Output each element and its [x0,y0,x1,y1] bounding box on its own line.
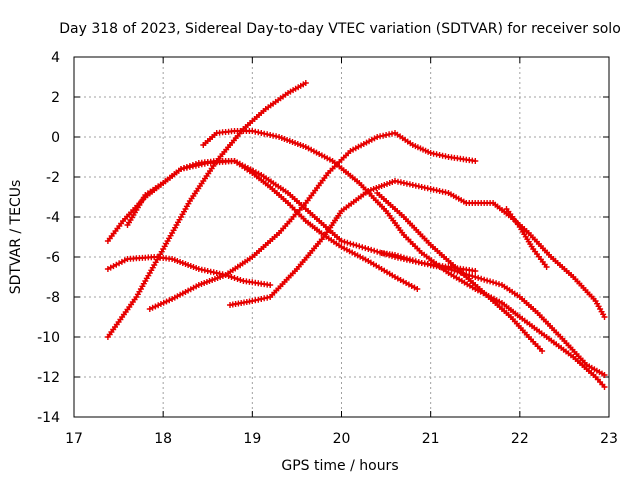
data-point-marker [409,257,416,264]
series-group [104,80,608,390]
data-point-marker [267,282,274,288]
data-point-marker [211,276,218,282]
series-markers [378,250,608,378]
data-point-marker [338,238,345,244]
data-point-marker [472,274,479,280]
y-axis-title: SDTVAR / TECUs [8,180,24,295]
series-track-10 [374,190,546,354]
data-point-marker [395,252,401,259]
data-point-marker [368,246,375,253]
series-markers [227,178,608,320]
data-point-marker [365,246,372,252]
series-track-8 [503,206,550,270]
data-point-marker [543,264,550,270]
x-tick-label: 22 [511,431,529,447]
y-tick-label: 2 [51,90,60,106]
data-point-marker [231,275,238,281]
series-track-6 [146,130,479,312]
data-point-marker [400,254,407,261]
data-point-marker [397,253,404,260]
y-tick-label: -8 [46,290,60,306]
data-point-marker [362,245,369,252]
data-point-marker [152,303,159,310]
x-tick-label: 18 [154,431,172,447]
y-tick-label: -14 [37,410,60,426]
series-track-3 [104,254,274,288]
x-tick-label: 17 [65,431,83,447]
x-tick-label: 19 [243,431,261,447]
data-point-marker [406,256,413,263]
y-tick-label: -6 [46,250,60,266]
data-point-marker [487,278,494,285]
data-point-marker [414,286,421,292]
series-track-2 [104,158,421,292]
data-point-marker [403,255,410,262]
data-point-marker [539,348,546,354]
series-markers [374,190,546,354]
series-markers [104,158,421,292]
data-point-marker [412,258,419,265]
data-point-marker [356,243,363,250]
data-point-marker [344,239,351,246]
data-point-marker [374,248,381,255]
y-tick-label: -4 [46,210,60,226]
axis-ticks [73,56,610,418]
data-point-marker [445,266,452,272]
series-markers [503,206,550,270]
data-point-marker [601,384,608,390]
data-point-marker [174,258,181,264]
x-axis-title: GPS time / hours [281,458,398,474]
data-point-marker [234,276,241,282]
series-track-5 [200,128,608,390]
x-tick-label: 21 [422,431,440,447]
y-tick-label: -10 [37,330,60,346]
data-point-marker [157,301,164,307]
chart-title: Day 318 of 2023, Sidereal Day-to-day VTE… [59,21,621,37]
data-point-marker [469,273,476,280]
axis-tick-labels: 17 18 19 20 21 22 23 -14 -12 -10 -8 -6 -4 -2 0 2 4 [37,50,618,447]
data-point-marker [484,277,491,284]
series-track-1 [104,80,309,340]
data-point-marker [353,242,360,249]
data-point-marker [237,277,244,283]
data-point-marker [146,306,153,312]
data-point-marker [163,298,170,305]
series-markers [146,130,479,312]
data-point-marker [601,314,608,320]
data-point-marker [493,280,500,287]
y-tick-label: 4 [51,50,60,66]
data-point-marker [472,158,479,164]
data-point-marker [341,238,348,245]
series-track-9 [378,250,608,378]
y-tick-label: -2 [46,170,60,186]
data-point-marker [415,259,422,266]
y-tick-label: -12 [37,370,60,386]
data-point-marker [475,274,482,281]
data-point-marker [219,273,226,279]
data-point-marker [496,281,502,288]
series-markers [104,80,309,340]
data-point-marker [448,266,455,273]
data-point-marker [481,276,488,283]
data-point-marker [347,240,354,247]
data-point-marker [350,241,357,248]
data-point-marker [228,274,235,280]
y-tick-label: 0 [51,130,60,146]
data-point-marker [601,372,608,378]
data-point-marker [359,244,366,251]
x-tick-label: 20 [333,431,351,447]
data-point-marker [392,252,398,258]
data-point-marker [490,279,497,286]
data-point-marker [302,80,309,86]
data-point-marker [371,247,378,254]
data-point-marker [478,275,485,282]
data-point-marker [472,268,479,274]
series-track-7 [227,178,608,320]
series-markers [104,254,274,288]
series-markers [200,128,608,390]
x-tick-label: 23 [600,431,618,447]
